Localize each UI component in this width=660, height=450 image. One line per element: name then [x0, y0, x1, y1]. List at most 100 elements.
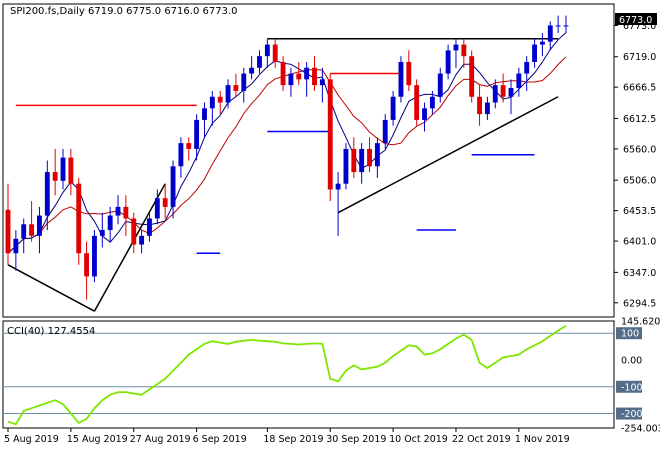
candle — [500, 73, 506, 103]
candle-body — [76, 183, 82, 254]
candle-body — [123, 206, 129, 219]
candle-body — [367, 148, 372, 167]
candle-body — [280, 61, 286, 86]
candle — [469, 50, 475, 103]
candle — [76, 177, 82, 265]
candle — [461, 38, 467, 68]
candle-body — [202, 108, 207, 120]
candle-body — [492, 85, 498, 103]
time-tick-label: 18 Sep 2019 — [263, 434, 323, 445]
candle-body — [209, 96, 215, 109]
cci-tick-label: 100 — [621, 329, 639, 340]
candle — [217, 90, 223, 115]
candle — [13, 230, 19, 271]
price-axis: 6773.0 6719.0 6666.5 6612.5 6560.0 6506.0 6453… — [614, 21, 656, 309]
candle-body — [60, 157, 66, 181]
time-axis: 5 Aug 2019 15 Aug 2019 27 Aug 2019 6 Sep 20… — [4, 428, 570, 445]
candle — [131, 212, 137, 254]
candle-body — [555, 25, 561, 27]
candle — [249, 56, 255, 80]
candle — [335, 172, 341, 236]
candle-body — [154, 198, 160, 219]
candle — [170, 160, 176, 219]
candle-body — [563, 25, 569, 27]
price-tick-label: 6612.5 — [623, 114, 656, 125]
candle-body — [406, 61, 412, 86]
candle — [147, 212, 152, 242]
candle-body — [233, 85, 239, 91]
candle — [60, 148, 66, 190]
candle — [547, 21, 553, 51]
candle — [264, 38, 270, 68]
cci-panel: CCI(40) 127.4554 145.6201100 0.00 -100 -200… — [2, 317, 660, 435]
candle — [99, 212, 105, 248]
candle — [296, 61, 302, 86]
candle — [414, 79, 420, 126]
candle-body — [414, 85, 420, 120]
candle-body — [437, 73, 443, 97]
candle-body — [139, 235, 145, 245]
candle-body — [225, 85, 231, 103]
candle — [68, 148, 74, 196]
candle — [225, 79, 231, 109]
candle-body — [107, 215, 113, 231]
candle-body — [539, 41, 545, 45]
candle — [194, 114, 200, 161]
candle — [241, 67, 247, 103]
time-tick-label: 15 Aug 2019 — [67, 434, 128, 445]
candle-body — [343, 148, 349, 184]
time-tick-label: 5 Aug 2019 — [4, 434, 59, 445]
candle — [398, 56, 404, 103]
cci-level-box — [616, 407, 642, 420]
price-tick-label: 6666.5 — [623, 83, 656, 94]
time-tick-label: 1 Nov 2019 — [515, 434, 570, 445]
candle — [178, 137, 184, 178]
candle — [539, 32, 545, 57]
cci-line — [7, 325, 567, 426]
price-tick-label: 6560.0 — [623, 144, 656, 155]
price-tick-label: 6453.5 — [623, 206, 656, 217]
price-panel-frame — [2, 3, 615, 318]
time-tick-label: 22 Oct 2019 — [452, 434, 511, 445]
candle-body — [319, 79, 325, 86]
candle-body — [461, 44, 467, 57]
time-tick-label: 27 Aug 2019 — [130, 434, 191, 445]
candle — [484, 96, 490, 120]
candle-body — [272, 44, 278, 62]
candle — [477, 85, 482, 126]
candle-body — [304, 67, 310, 80]
candle — [202, 102, 207, 138]
candle-body — [170, 166, 176, 207]
price-tick-label: 6773.0 — [623, 21, 656, 32]
candle-body — [382, 119, 388, 144]
candle-body — [547, 25, 553, 42]
candle-body — [516, 73, 522, 89]
candle-body — [429, 96, 435, 109]
candle-body — [327, 79, 333, 190]
candle-body — [131, 218, 137, 245]
price-tick-label: 6294.5 — [623, 298, 656, 309]
candle — [327, 73, 333, 202]
rising-support-line — [337, 96, 559, 214]
current-price-label: 6773.0 — [619, 15, 652, 26]
candle — [107, 206, 113, 242]
candle-body — [477, 96, 482, 115]
candle-body — [29, 224, 35, 236]
candle — [429, 90, 435, 115]
candle-body — [147, 218, 152, 236]
candle — [29, 201, 35, 242]
candle-body — [68, 157, 74, 184]
cci-level-box — [616, 327, 642, 340]
candle-body — [92, 235, 97, 277]
candle — [52, 148, 58, 196]
cci-level-box — [616, 380, 642, 393]
candle — [555, 15, 561, 33]
candle — [532, 38, 537, 68]
candle — [44, 160, 50, 231]
candle-body — [422, 108, 427, 120]
candle-body — [217, 96, 223, 103]
candle-body — [99, 230, 105, 236]
candle-body — [84, 253, 90, 277]
candle-body — [21, 224, 27, 239]
